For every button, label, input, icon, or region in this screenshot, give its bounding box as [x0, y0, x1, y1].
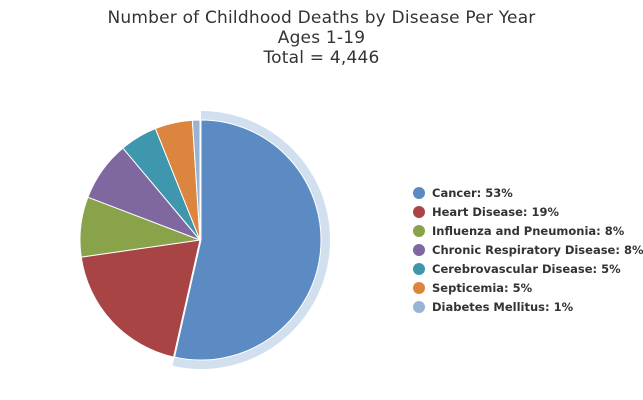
pie-slice-heart-disease[interactable]: [80, 239, 201, 358]
legend-label: Diabetes Mellitus: 1%: [432, 299, 574, 314]
legend-item-septicemia[interactable]: Septicemia: 5%: [410, 278, 640, 297]
legend-symbol: [413, 300, 425, 313]
pie-slice-diabetes-mellitus[interactable]: [191, 119, 201, 241]
legend-symbol: [413, 281, 425, 294]
legend-item-cancer[interactable]: Cancer: 53%: [410, 183, 640, 202]
legend-symbol: [413, 186, 425, 199]
legend-label: Heart Disease: 19%: [432, 204, 560, 219]
chart-title: Number of Childhood Deaths by Disease Pe…: [107, 8, 536, 28]
legend-item-diabetes-mellitus[interactable]: Diabetes Mellitus: 1%: [410, 297, 640, 316]
chart-legend: Cancer: 53% Heart Disease: 19% Influenza a…: [410, 183, 643, 316]
legend-label: Cancer: 53%: [432, 185, 513, 200]
legend-symbol: [413, 224, 425, 237]
chart-title-block: Number of Childhood Deaths by Disease Pe…: [0, 8, 643, 68]
chart-subtitle-total: Total = 4,446: [263, 48, 380, 68]
legend-item-chronic-respiratory-disease[interactable]: Chronic Respiratory Disease: 8%: [410, 240, 643, 259]
legend-label: Septicemia: 5%: [432, 280, 533, 295]
legend-symbol: [413, 262, 425, 275]
legend-label: Influenza and Pneumonia: 8%: [432, 223, 625, 238]
legend-item-influenza-and-pneumonia[interactable]: Influenza and Pneumonia: 8%: [410, 221, 640, 240]
legend-symbol: [413, 243, 425, 256]
legend-symbol: [413, 205, 425, 218]
pie-slice-cancer[interactable]: [174, 119, 322, 361]
legend-item-heart-disease[interactable]: Heart Disease: 19%: [410, 202, 640, 221]
chart-subtitle-ages: Ages 1-19: [277, 28, 366, 48]
legend-label: Cerebrovascular Disease: 5%: [432, 261, 621, 276]
legend-label: Chronic Respiratory Disease: 8%: [432, 242, 643, 257]
legend-item-cerebrovascular-disease[interactable]: Cerebrovascular Disease: 5%: [410, 259, 640, 278]
